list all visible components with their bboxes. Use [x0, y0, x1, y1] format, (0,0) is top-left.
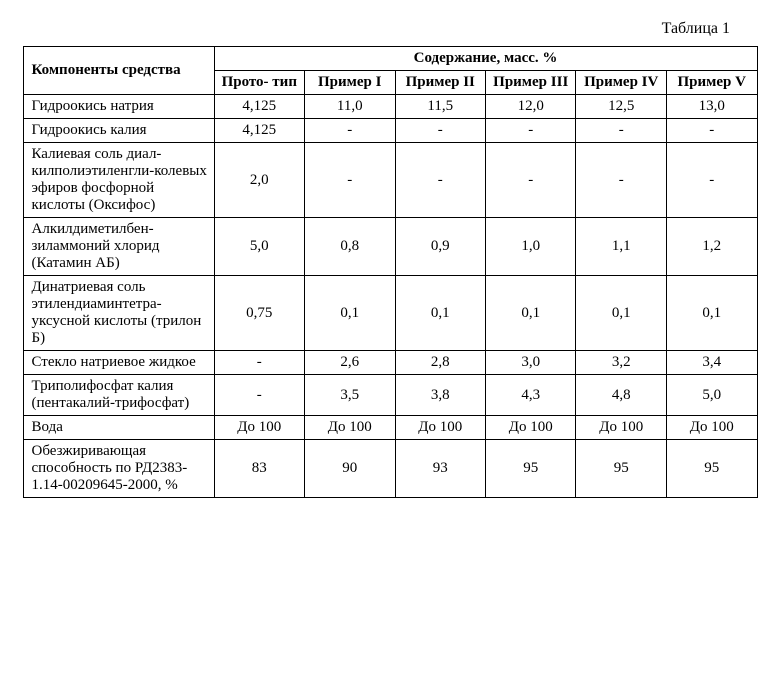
data-cell: До 100	[485, 416, 575, 440]
col-prototype: Прото- тип	[214, 71, 304, 95]
data-cell: До 100	[395, 416, 485, 440]
table-row: Гидроокись натрия4,12511,011,512,012,513…	[23, 95, 757, 119]
row-label: Стекло натриевое жидкое	[23, 351, 214, 375]
header-content: Содержание, масс. %	[214, 47, 757, 71]
row-label: Обезжиривающая способность по РД2383-1.1…	[23, 440, 214, 498]
data-cell: -	[305, 119, 395, 143]
data-cell: -	[576, 119, 666, 143]
data-cell: 1,0	[485, 218, 575, 276]
data-cell: 83	[214, 440, 304, 498]
data-cell: 95	[666, 440, 757, 498]
data-cell: 95	[576, 440, 666, 498]
col-example-4: Пример IV	[576, 71, 666, 95]
data-cell: До 100	[666, 416, 757, 440]
col-example-5: Пример V	[666, 71, 757, 95]
col-example-3: Пример III	[485, 71, 575, 95]
data-cell: До 100	[214, 416, 304, 440]
data-cell: 2,8	[395, 351, 485, 375]
data-cell: -	[214, 351, 304, 375]
data-cell: 11,0	[305, 95, 395, 119]
col-example-2: Пример II	[395, 71, 485, 95]
data-cell: -	[214, 375, 304, 416]
data-cell: 90	[305, 440, 395, 498]
table-row: Стекло натриевое жидкое-2,62,83,03,23,4	[23, 351, 757, 375]
table-row: Триполифосфат калия (пентакалий-трифосфа…	[23, 375, 757, 416]
row-label: Гидроокись калия	[23, 119, 214, 143]
data-cell: -	[395, 119, 485, 143]
data-cell: -	[666, 119, 757, 143]
data-cell: 0,1	[666, 276, 757, 351]
data-cell: 4,125	[214, 119, 304, 143]
data-cell: 0,1	[576, 276, 666, 351]
data-cell: 12,0	[485, 95, 575, 119]
data-cell: 3,0	[485, 351, 575, 375]
data-cell: 0,8	[305, 218, 395, 276]
table-row: Алкилдиметилбен-зиламмоний хлорид (Катам…	[23, 218, 757, 276]
data-table: Компоненты средства Содержание, масс. % …	[23, 46, 758, 498]
table-row: Обезжиривающая способность по РД2383-1.1…	[23, 440, 757, 498]
table-caption: Таблица 1	[20, 20, 760, 38]
data-cell: До 100	[576, 416, 666, 440]
table-row: Калиевая соль диал-килполиэтиленгли-коле…	[23, 143, 757, 218]
data-cell: 12,5	[576, 95, 666, 119]
data-cell: 13,0	[666, 95, 757, 119]
data-cell: 11,5	[395, 95, 485, 119]
table-row: ВодаДо 100До 100До 100До 100До 100До 100	[23, 416, 757, 440]
data-cell: 2,6	[305, 351, 395, 375]
data-cell: 93	[395, 440, 485, 498]
data-cell: -	[305, 143, 395, 218]
table-row: Гидроокись калия4,125-----	[23, 119, 757, 143]
data-cell: 4,3	[485, 375, 575, 416]
data-cell: -	[576, 143, 666, 218]
data-cell: -	[485, 119, 575, 143]
row-label: Калиевая соль диал-килполиэтиленгли-коле…	[23, 143, 214, 218]
data-cell: 4,8	[576, 375, 666, 416]
row-label: Динатриевая соль этилендиаминтетра-уксус…	[23, 276, 214, 351]
data-cell: 95	[485, 440, 575, 498]
data-cell: -	[666, 143, 757, 218]
data-cell: 5,0	[214, 218, 304, 276]
data-cell: 3,2	[576, 351, 666, 375]
col-example-1: Пример I	[305, 71, 395, 95]
data-cell: 0,9	[395, 218, 485, 276]
data-cell: 0,1	[395, 276, 485, 351]
data-cell: 5,0	[666, 375, 757, 416]
data-cell: -	[395, 143, 485, 218]
data-cell: 4,125	[214, 95, 304, 119]
row-label: Гидроокись натрия	[23, 95, 214, 119]
data-cell: 3,8	[395, 375, 485, 416]
data-cell: До 100	[305, 416, 395, 440]
data-cell: 1,1	[576, 218, 666, 276]
row-label: Триполифосфат калия (пентакалий-трифосфа…	[23, 375, 214, 416]
table-row: Динатриевая соль этилендиаминтетра-уксус…	[23, 276, 757, 351]
row-label: Вода	[23, 416, 214, 440]
header-components: Компоненты средства	[23, 47, 214, 95]
data-cell: 3,5	[305, 375, 395, 416]
data-cell: 0,1	[485, 276, 575, 351]
data-cell: 0,1	[305, 276, 395, 351]
data-cell: 0,75	[214, 276, 304, 351]
row-label: Алкилдиметилбен-зиламмоний хлорид (Катам…	[23, 218, 214, 276]
data-cell: 3,4	[666, 351, 757, 375]
table-body: Гидроокись натрия4,12511,011,512,012,513…	[23, 95, 757, 498]
data-cell: 2,0	[214, 143, 304, 218]
data-cell: 1,2	[666, 218, 757, 276]
data-cell: -	[485, 143, 575, 218]
